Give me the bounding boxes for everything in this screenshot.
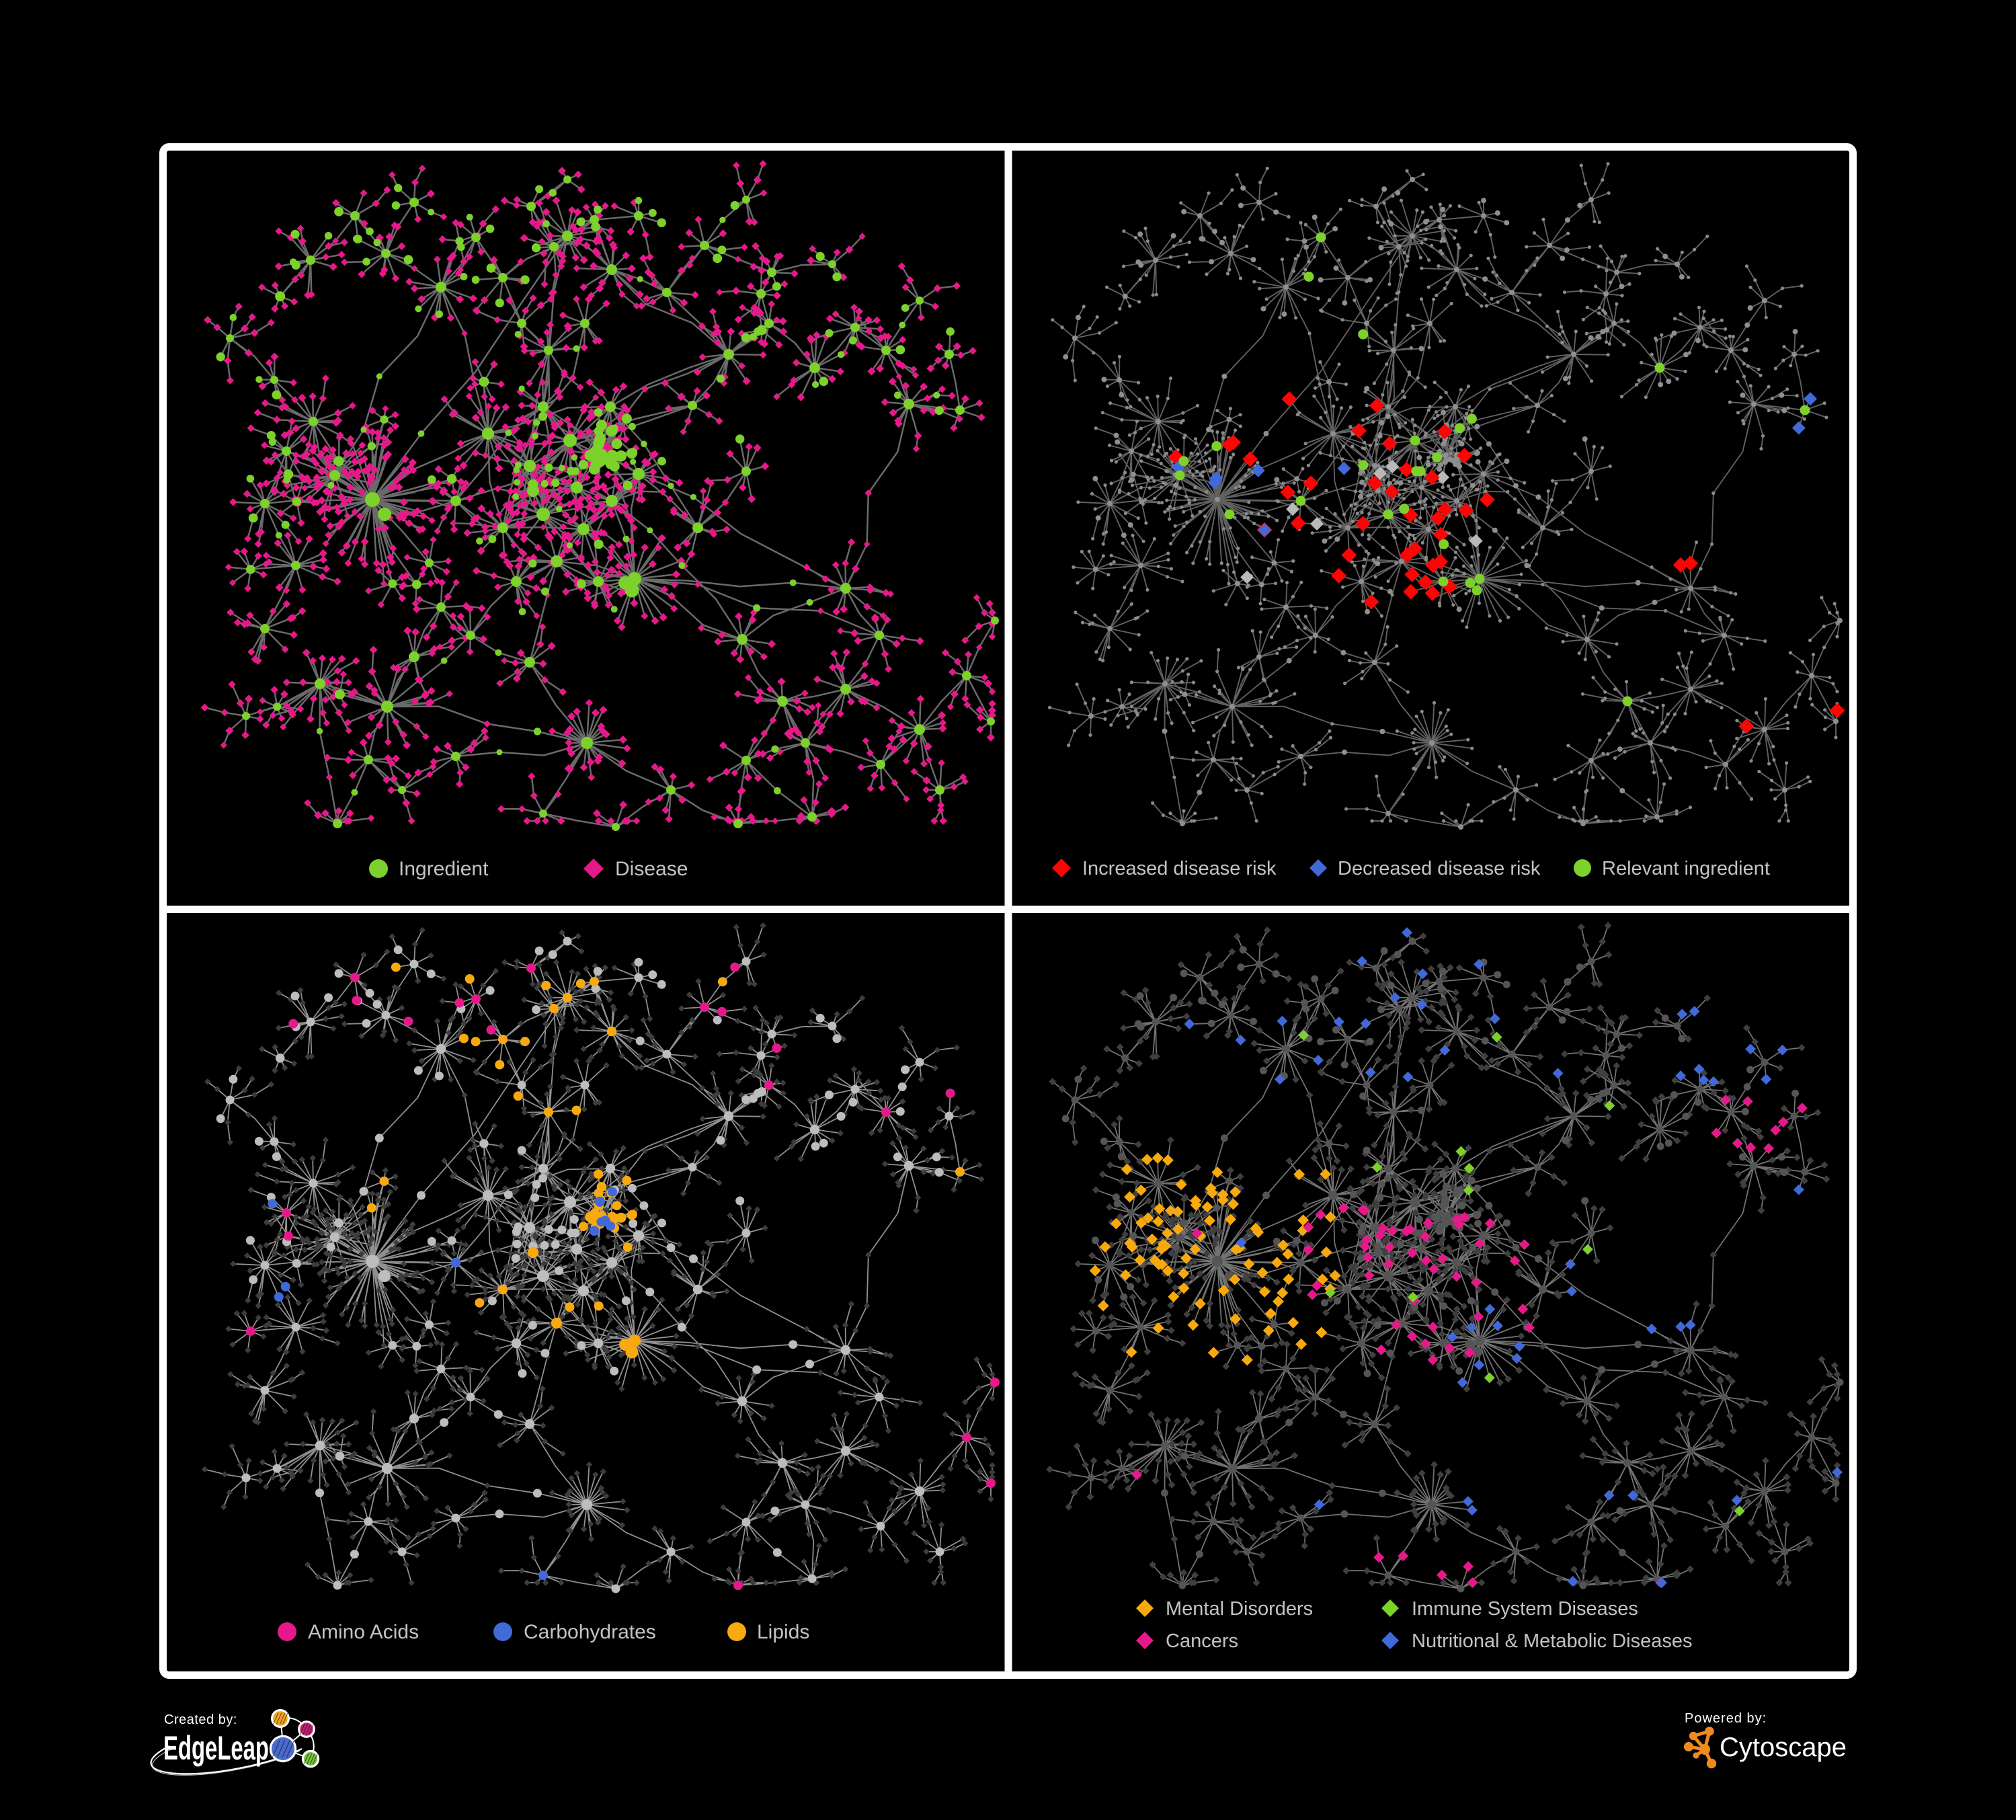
svg-text:Carbohydrates: Carbohydrates (524, 1621, 656, 1643)
svg-text:Disease: Disease (615, 858, 688, 880)
svg-text:Cancers: Cancers (1166, 1630, 1238, 1652)
svg-text:Powered by:: Powered by: (1685, 1711, 1767, 1726)
svg-text:Lipids: Lipids (757, 1621, 809, 1643)
svg-text:Created by:: Created by: (164, 1712, 237, 1727)
svg-text:Decreased disease risk: Decreased disease risk (1338, 858, 1541, 879)
svg-text:Immune System Diseases: Immune System Diseases (1412, 1598, 1638, 1620)
svg-text:Relevant ingredient: Relevant ingredient (1602, 858, 1770, 879)
svg-text:Ingredient: Ingredient (399, 858, 489, 880)
svg-text:Cytoscape: Cytoscape (1720, 1733, 1847, 1762)
svg-text:Increased disease risk: Increased disease risk (1082, 858, 1277, 879)
svg-text:Nutritional & Metabolic Diseas: Nutritional & Metabolic Diseases (1412, 1630, 1692, 1652)
svg-text:EdgeLeap: EdgeLeap (163, 1729, 269, 1767)
svg-text:Mental Disorders: Mental Disorders (1166, 1598, 1313, 1620)
svg-text:Amino Acids: Amino Acids (308, 1621, 419, 1643)
